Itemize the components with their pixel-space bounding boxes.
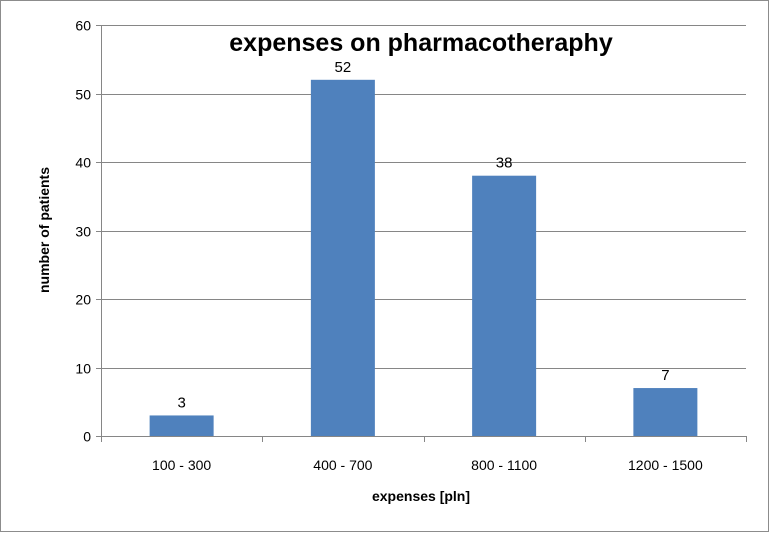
x-tick-label: 400 - 700 bbox=[313, 457, 372, 473]
gridlines bbox=[101, 25, 746, 369]
x-tick-label: 800 - 1100 bbox=[471, 457, 537, 473]
bars bbox=[149, 79, 698, 437]
x-axis-ticks: 100 - 300 400 - 700 800 - 1100 1200 - 1500 bbox=[152, 457, 703, 473]
x-tick-label: 1200 - 1500 bbox=[628, 457, 703, 473]
bar bbox=[149, 415, 214, 436]
y-tick-label: 10 bbox=[75, 361, 91, 377]
bar bbox=[310, 79, 375, 437]
y-tick-label: 20 bbox=[75, 292, 91, 308]
data-label: 7 bbox=[661, 367, 669, 384]
axes bbox=[96, 25, 747, 442]
y-axis-title: number of patients bbox=[36, 167, 52, 293]
data-labels: 3 52 38 7 bbox=[177, 59, 669, 412]
y-tick-label: 50 bbox=[75, 87, 91, 103]
y-tick-label: 0 bbox=[83, 429, 91, 445]
data-label: 38 bbox=[496, 155, 513, 172]
data-label: 52 bbox=[335, 59, 352, 76]
bar bbox=[633, 388, 698, 436]
bar bbox=[472, 175, 537, 436]
y-tick-label: 30 bbox=[75, 224, 91, 240]
x-tick-label: 100 - 300 bbox=[152, 457, 211, 473]
y-axis-ticks: 0 10 20 30 40 50 60 bbox=[75, 18, 91, 445]
x-axis-title: expenses [pln] bbox=[372, 488, 470, 504]
chart-title: expenses on pharmacotheraphy bbox=[229, 29, 613, 57]
data-label: 3 bbox=[177, 394, 185, 411]
y-tick-label: 60 bbox=[75, 18, 91, 34]
y-tick-label: 40 bbox=[75, 155, 91, 171]
